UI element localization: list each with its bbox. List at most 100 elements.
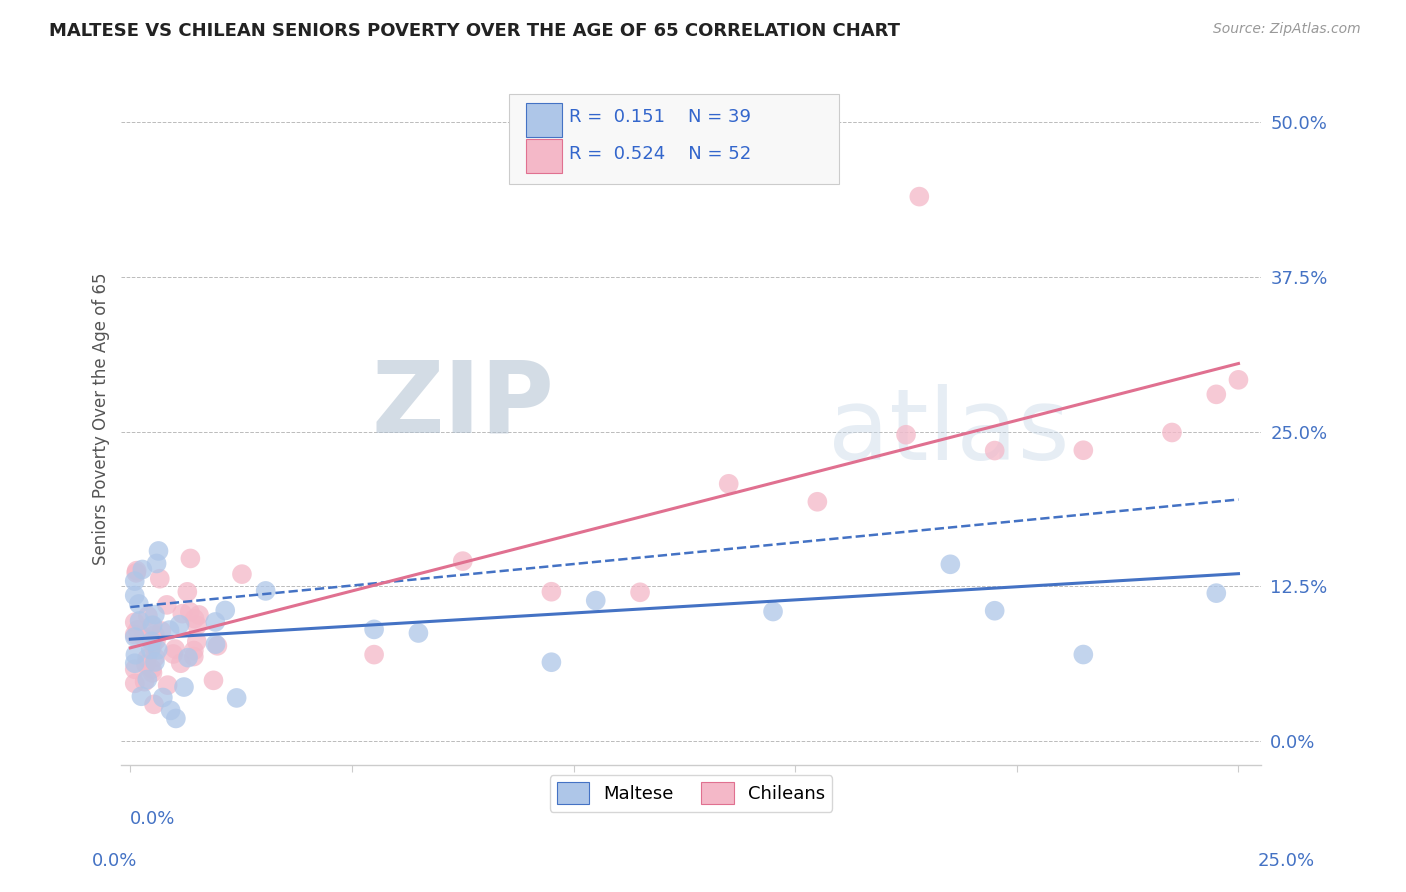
Point [908, 189, 931, 203]
Point [363, 648, 385, 662]
Text: Source: ZipAtlas.com: Source: ZipAtlas.com [1213, 22, 1361, 37]
Point [145, 557, 167, 571]
Point [983, 604, 1005, 618]
Point [127, 623, 149, 637]
Point [131, 562, 153, 576]
Point [125, 564, 148, 578]
Point [170, 657, 193, 671]
Point [202, 673, 225, 688]
Point [124, 627, 146, 641]
Point [124, 574, 146, 588]
Point [183, 643, 205, 657]
Text: ZIP: ZIP [371, 357, 554, 454]
Point [939, 558, 962, 572]
Point [159, 703, 181, 717]
Point [806, 495, 828, 509]
FancyBboxPatch shape [526, 139, 562, 173]
Point [1161, 425, 1184, 440]
FancyBboxPatch shape [509, 94, 839, 184]
Point [162, 647, 184, 661]
Point [143, 698, 166, 712]
Point [141, 662, 163, 676]
Point [183, 612, 205, 626]
Point [156, 678, 179, 692]
Point [124, 648, 146, 662]
Point [128, 597, 150, 611]
Point [128, 614, 150, 628]
Point [150, 624, 173, 638]
Point [762, 605, 785, 619]
Legend: Maltese, Chileans: Maltese, Chileans [550, 775, 832, 812]
Point [143, 628, 166, 642]
Point [540, 584, 562, 599]
Point [1205, 586, 1227, 600]
Point [204, 615, 226, 629]
Point [159, 623, 181, 637]
Text: R =  0.151    N = 39: R = 0.151 N = 39 [569, 108, 751, 126]
Point [717, 476, 740, 491]
Point [141, 618, 163, 632]
Point [141, 665, 163, 680]
Point [149, 572, 172, 586]
Point [131, 690, 153, 704]
Point [179, 551, 201, 566]
Point [225, 690, 247, 705]
Point [136, 608, 159, 623]
Point [124, 589, 146, 603]
Point [231, 567, 253, 582]
Point [169, 617, 191, 632]
Point [143, 607, 166, 622]
Text: MALTESE VS CHILEAN SENIORS POVERTY OVER THE AGE OF 65 CORRELATION CHART: MALTESE VS CHILEAN SENIORS POVERTY OVER … [49, 22, 900, 40]
Y-axis label: Seniors Poverty Over the Age of 65: Seniors Poverty Over the Age of 65 [93, 273, 110, 566]
Point [141, 634, 163, 648]
Text: 0.0%: 0.0% [91, 852, 136, 870]
Point [172, 607, 194, 621]
Point [408, 626, 430, 640]
Point [139, 642, 162, 657]
Text: 0.0%: 0.0% [131, 810, 176, 829]
Point [135, 657, 157, 672]
Text: atlas: atlas [828, 384, 1070, 482]
Point [143, 650, 166, 665]
Point [142, 639, 165, 653]
Point [176, 584, 198, 599]
Point [363, 623, 385, 637]
Point [1073, 648, 1095, 662]
Point [124, 676, 146, 690]
Point [134, 674, 156, 689]
Point [983, 443, 1005, 458]
Point [165, 711, 187, 725]
Point [894, 427, 917, 442]
Point [204, 637, 226, 651]
Point [186, 634, 208, 648]
Point [124, 615, 146, 630]
Point [585, 593, 607, 607]
Point [156, 598, 179, 612]
Point [183, 649, 205, 664]
Point [142, 618, 165, 632]
Point [132, 630, 155, 644]
Text: 25.0%: 25.0% [1257, 852, 1315, 870]
Point [145, 633, 167, 648]
Point [124, 657, 146, 671]
Point [254, 583, 277, 598]
Point [1205, 387, 1227, 401]
Point [179, 605, 201, 619]
Point [1073, 443, 1095, 458]
Point [143, 655, 166, 669]
Point [136, 673, 159, 687]
Point [148, 544, 170, 558]
Point [124, 662, 146, 676]
Point [177, 650, 200, 665]
Point [136, 651, 159, 665]
Point [152, 690, 174, 705]
Point [173, 680, 195, 694]
Point [540, 655, 562, 669]
Point [165, 642, 187, 657]
Point [207, 639, 229, 653]
Point [188, 607, 211, 622]
Text: R =  0.524    N = 52: R = 0.524 N = 52 [569, 145, 751, 163]
Point [146, 642, 169, 657]
Point [451, 554, 474, 568]
FancyBboxPatch shape [526, 103, 562, 136]
